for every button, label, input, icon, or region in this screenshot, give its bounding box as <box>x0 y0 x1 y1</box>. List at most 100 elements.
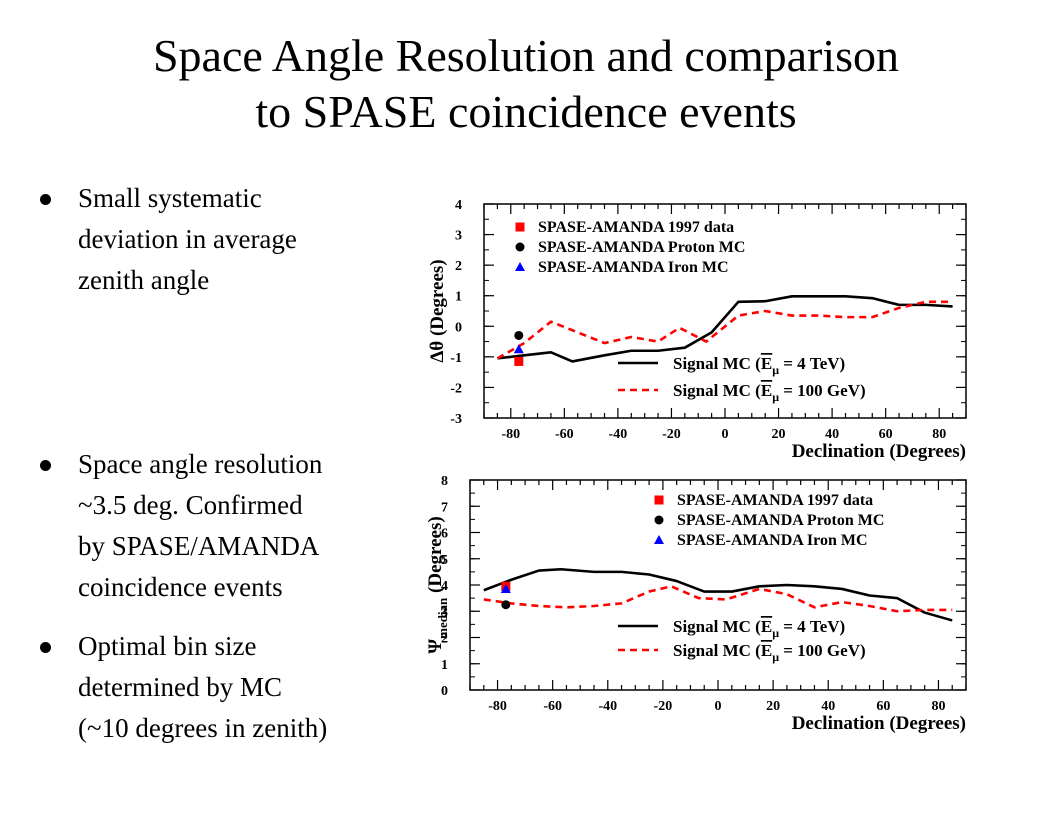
y-tick-label: 1 <box>441 658 448 673</box>
y-tick-label: -2 <box>450 381 462 396</box>
legend-label: SPASE-AMANDA 1997 data <box>538 219 734 236</box>
bullet-item: Small systematic deviation in average zeni… <box>38 178 408 301</box>
y-axis-label-subscript: median <box>435 597 450 639</box>
x-tick-label: -40 <box>598 699 617 714</box>
x-tick-label: -80 <box>501 427 520 442</box>
y-tick-label: 8 <box>441 474 448 489</box>
x-tick-label: -40 <box>609 427 628 442</box>
slide-title-line-2: to SPASE coincidence events <box>255 86 797 137</box>
bullet-text-line: (~10 degrees in zenith) <box>78 713 328 743</box>
y-tick-label: -3 <box>450 412 462 427</box>
y-tick-label: 7 <box>441 500 448 515</box>
y-axis-label: Δθ (Degrees) <box>427 259 448 362</box>
legend-label: SPASE-AMANDA Iron MC <box>677 532 868 549</box>
bullet-dot-icon <box>40 642 51 653</box>
y-axis-label-units: (Degrees) <box>425 516 446 597</box>
legend-line-label-e: E <box>761 617 772 636</box>
bullet-item: Space angle resolution ~3.5 deg. Confirme… <box>38 444 408 608</box>
y-tick-label: 3 <box>455 229 462 244</box>
legend-line-label: Signal MC (Eμ = 100 GeV) <box>673 381 866 404</box>
y-tick-label: 2 <box>455 259 462 274</box>
series-line-4tev <box>497 295 953 363</box>
x-tick-label: 60 <box>879 427 893 442</box>
legend-marker-triangle <box>515 262 525 271</box>
y-tick-label: 4 <box>455 198 462 213</box>
data-point-triangle <box>500 583 511 593</box>
x-tick-label: 60 <box>876 699 890 714</box>
data-point-circle <box>514 330 524 340</box>
legend-line-label-mu: μ <box>772 650 779 664</box>
x-tick-label: 80 <box>931 699 945 714</box>
data-point-square <box>514 356 524 366</box>
bullet-text-line: deviation in average <box>78 224 297 254</box>
data-point-triangle <box>513 344 524 354</box>
x-tick-label: -60 <box>543 699 562 714</box>
legend-line-label-e: E <box>761 354 772 373</box>
legend-marker-square <box>515 222 525 232</box>
x-tick-label: 20 <box>766 699 780 714</box>
x-tick-label: -60 <box>555 427 574 442</box>
legend-line-label-post: = 100 GeV) <box>779 641 866 660</box>
legend-line-label-mu: μ <box>772 390 779 404</box>
legend-line-label: Signal MC (Eμ = 4 TeV) <box>673 354 845 377</box>
legend-marker-triangle <box>654 535 664 544</box>
x-axis-label: Declination (Degrees) <box>792 713 966 734</box>
bullet-item: Optimal bin size determined by MC (~10 deg… <box>38 626 408 749</box>
legend-label: SPASE-AMANDA Proton MC <box>677 512 884 529</box>
bullet-text-line: coincidence events <box>78 572 283 602</box>
bullet-text-line: Space angle resolution <box>78 449 323 479</box>
legend-line-label-post: = 4 TeV) <box>779 354 845 373</box>
bullet-list-top: Small systematic deviation in average zeni… <box>38 178 408 301</box>
bullet-text-line: by SPASE/AMANDA <box>78 531 320 561</box>
x-axis-label: Declination (Degrees) <box>792 441 966 462</box>
x-tick-label: 0 <box>715 699 722 714</box>
bullet-dot-icon <box>40 460 51 471</box>
legend-marker-square <box>654 495 664 505</box>
y-tick-label: 1 <box>455 290 462 305</box>
legend-line-label: Signal MC (Eμ = 4 TeV) <box>673 617 845 640</box>
y-tick-label: 4 <box>441 579 448 594</box>
legend-line-label-e: E <box>761 641 772 660</box>
chart-delta-theta: -80 -60 -40 -20 0 20 40 60 80 -3 -2 -1 0 1 2 3 4 Declinat… <box>427 198 967 462</box>
data-point-circle <box>501 600 511 610</box>
legend-label: SPASE-AMANDA Proton MC <box>538 239 745 256</box>
legend-label: SPASE-AMANDA Iron MC <box>538 259 729 276</box>
legend-line-label-pre: Signal MC ( <box>673 617 761 636</box>
bullet-text-line: Small systematic <box>78 183 262 213</box>
chart-psi-median: -80 -60 -40 -20 0 20 40 60 80 0 1 2 3 4 5 6 7 8 Declinatio… <box>425 474 967 734</box>
legend-line-label-pre: Signal MC ( <box>673 354 761 373</box>
y-axis-label-symbol: Ψ <box>425 639 446 654</box>
y-tick-label: 6 <box>441 527 448 542</box>
y-tick-label: 0 <box>455 320 462 335</box>
series-line-100gev <box>496 300 953 360</box>
x-tick-label: 80 <box>932 427 946 442</box>
legend-line-label-post: = 100 GeV) <box>779 381 866 400</box>
x-tick-label: 0 <box>722 427 729 442</box>
bullet-dot-icon <box>40 194 51 205</box>
legend-marker-circle <box>654 515 664 525</box>
x-tick-label: 40 <box>825 427 839 442</box>
legend-line-label: Signal MC (Eμ = 100 GeV) <box>673 641 866 664</box>
legend-line-label-mu: μ <box>772 363 779 377</box>
bullet-text-line: ~3.5 deg. Confirmed <box>78 490 303 520</box>
slide-title: Space Angle Resolution and comparison to… <box>0 28 1052 140</box>
x-tick-label: 20 <box>772 427 786 442</box>
slide-title-line-1: Space Angle Resolution and comparison <box>152 30 900 81</box>
legend-line-label-mu: μ <box>772 626 779 640</box>
y-tick-label: 0 <box>441 684 448 699</box>
bullet-list-bottom: Optimal bin size determined by MC (~10 deg… <box>38 626 408 749</box>
bullet-text-line: Optimal bin size <box>78 631 257 661</box>
bullet-list-middle: Space angle resolution ~3.5 deg. Confirme… <box>38 444 408 608</box>
legend-line-label-pre: Signal MC ( <box>673 641 761 660</box>
legend-label: SPASE-AMANDA 1997 data <box>677 492 873 509</box>
x-tick-label: -20 <box>654 699 673 714</box>
bullet-text-line: zenith angle <box>78 265 210 295</box>
y-tick-label: 3 <box>441 605 448 620</box>
x-tick-label: -20 <box>662 427 681 442</box>
legend-line-label-pre: Signal MC ( <box>673 381 761 400</box>
legend-line-label-post: = 4 TeV) <box>779 617 845 636</box>
series-line-100gev <box>483 585 953 613</box>
y-tick-label: 2 <box>441 632 448 647</box>
x-tick-label: -80 <box>488 699 507 714</box>
